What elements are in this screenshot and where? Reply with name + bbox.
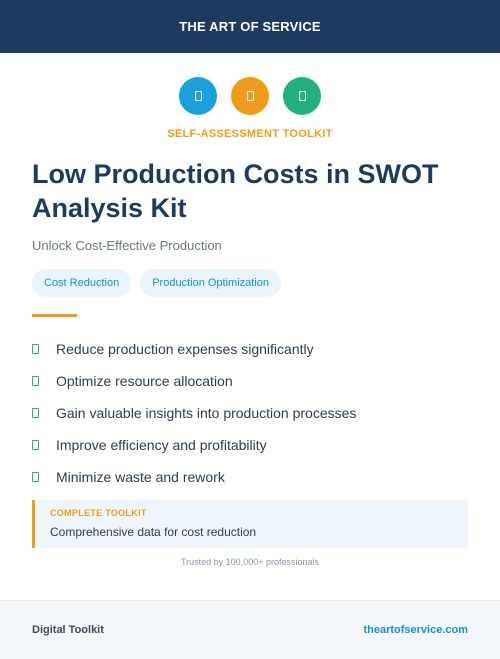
feature-text: Minimize waste and rework <box>56 469 225 485</box>
list-item: Reduce production expenses significantly <box>32 333 356 365</box>
check-icon <box>32 440 39 450</box>
toolkit-callout: COMPLETE TOOLKIT Comprehensive data for … <box>32 500 468 548</box>
header-bar: THE ART OF SERVICE <box>0 0 500 53</box>
list-item: Optimize resource allocation <box>32 365 356 397</box>
eyebrow-label: SELF-ASSESSMENT TOOLKIT <box>167 128 333 140</box>
subtitle: Unlock Cost-Effective Production <box>32 238 222 253</box>
tag-production-optimization: Production Optimization <box>140 269 281 297</box>
tag-list: Cost Reduction Production Optimization <box>32 269 281 297</box>
tag-cost-reduction: Cost Reduction <box>32 269 132 297</box>
check-icon <box>32 472 39 482</box>
feature-text: Gain valuable insights into production p… <box>56 405 357 421</box>
callout-label: COMPLETE TOOLKIT <box>50 508 147 518</box>
check-icon <box>32 408 39 418</box>
brand-title: THE ART OF SERVICE <box>179 19 321 34</box>
list-item: Gain valuable insights into production p… <box>32 397 356 429</box>
check-icon <box>32 376 39 386</box>
list-item: Minimize waste and rework <box>32 461 356 493</box>
feature-text: Reduce production expenses significantly <box>56 341 314 357</box>
footer-label: Digital Toolkit <box>32 624 104 636</box>
website-link[interactable]: theartofservice.com <box>363 624 468 636</box>
feature-list: Reduce production expenses significantly… <box>32 333 356 493</box>
page-title: Low Production Costs in SWOT Analysis Ki… <box>32 159 439 223</box>
feature-text: Improve efficiency and profitability <box>56 437 267 453</box>
check-icon <box>32 344 39 354</box>
chart-icon <box>231 77 269 115</box>
icon-row <box>0 77 500 115</box>
document-icon <box>179 77 217 115</box>
callout-text: Comprehensive data for cost reduction <box>50 525 257 539</box>
feature-text: Optimize resource allocation <box>56 373 233 389</box>
footer-bar: Digital Toolkit theartofservice.com <box>0 600 500 659</box>
list-item: Improve efficiency and profitability <box>32 429 356 461</box>
accent-divider <box>32 314 77 317</box>
checklist-icon <box>283 77 321 115</box>
trust-note: Trusted by 100,000+ professionals <box>180 557 319 567</box>
